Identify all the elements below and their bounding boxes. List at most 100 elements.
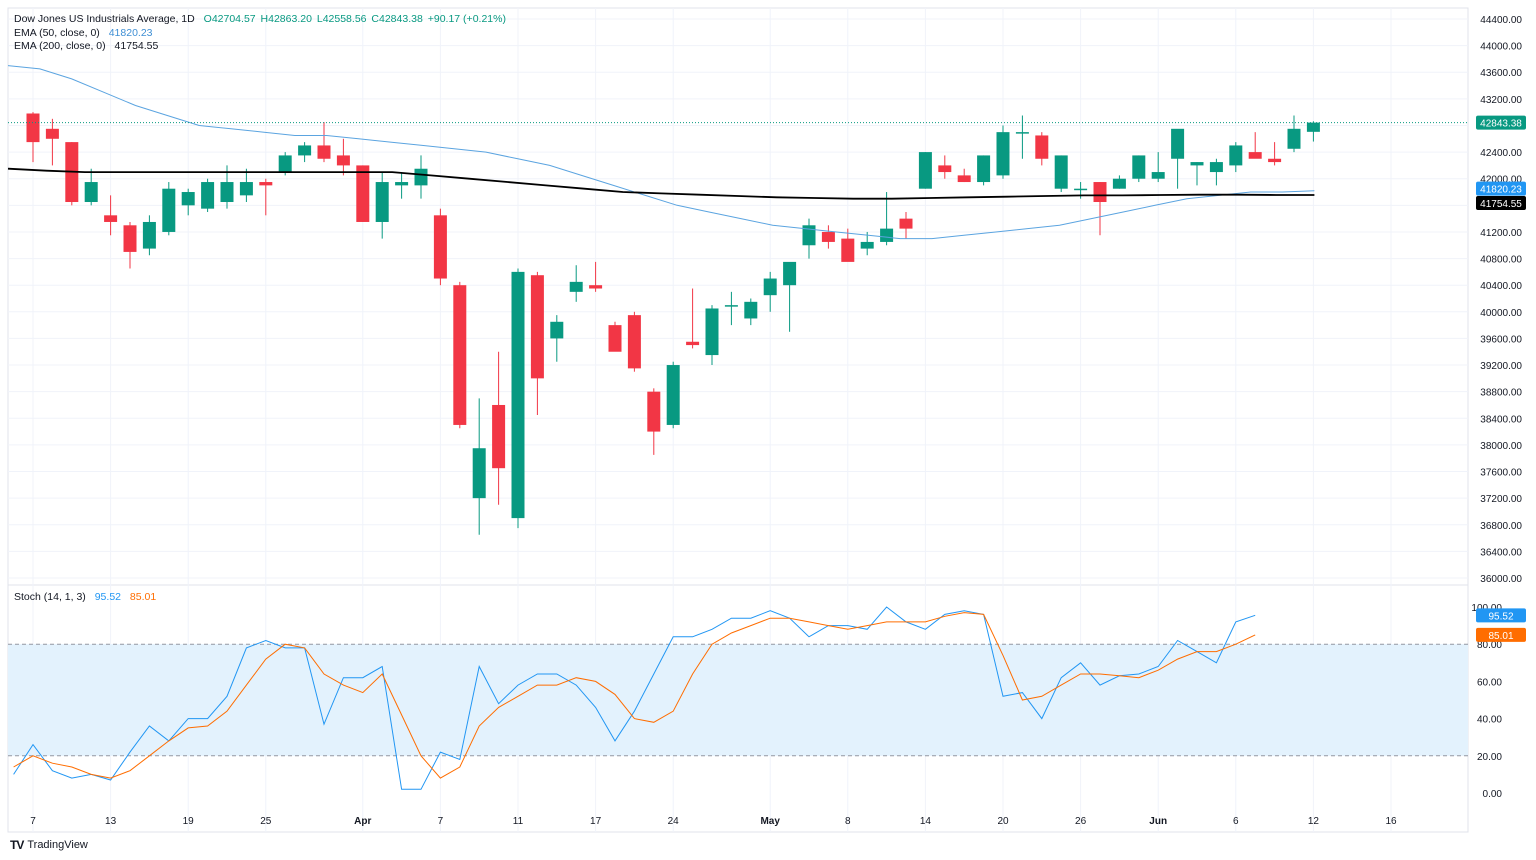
price-tick-label: 44400.00 xyxy=(1480,15,1522,26)
candle-body xyxy=(1248,152,1262,159)
candle-body xyxy=(724,305,738,307)
ema200-line xyxy=(7,167,1315,200)
candle-body xyxy=(705,308,719,356)
candle-body xyxy=(220,182,234,203)
price-tick-label: 40400.00 xyxy=(1480,281,1522,292)
candle-body xyxy=(569,281,583,292)
stoch-legend: Stoch (14, 1, 3) 95.52 85.01 xyxy=(14,591,162,603)
last-price-label-bg xyxy=(1476,115,1526,130)
price-tick-label: 36400.00 xyxy=(1480,547,1522,558)
candle-body xyxy=(1268,158,1282,163)
candle-body xyxy=(530,275,544,379)
time-tick-label: 8 xyxy=(845,816,851,827)
ema-lines xyxy=(7,65,1468,240)
candle-body xyxy=(880,228,894,242)
price-tick-label: 41200.00 xyxy=(1480,228,1522,239)
candle-body xyxy=(375,182,389,222)
candle-body xyxy=(860,241,874,249)
stoch-k-line xyxy=(13,606,1256,790)
price-tick-label: 38400.00 xyxy=(1480,414,1522,425)
time-tick-label: 26 xyxy=(1075,816,1087,827)
candle-body xyxy=(123,225,137,252)
ema50-legend: EMA (50, close, 0) 41820.23 xyxy=(14,27,159,39)
candle-body xyxy=(1209,162,1223,173)
candle-body xyxy=(1132,155,1146,179)
brand-name: TradingView xyxy=(27,839,88,851)
stoch-band xyxy=(8,643,1468,757)
candle-body xyxy=(356,165,370,222)
price-tick-label: 39600.00 xyxy=(1480,334,1522,345)
stoch-tick-label: 60.00 xyxy=(1477,677,1502,688)
ema50-price-label: 41820.23 xyxy=(1480,185,1522,196)
candle-body xyxy=(1229,145,1243,166)
candle-body xyxy=(1306,122,1320,132)
time-tick-label: 6 xyxy=(1233,816,1239,827)
stoch-lines xyxy=(13,606,1256,790)
time-tick-label: 20 xyxy=(997,816,1009,827)
candle-body xyxy=(239,182,253,196)
candle-body xyxy=(181,192,195,206)
price-tick-label: 44000.00 xyxy=(1480,42,1522,53)
time-tick-label: May xyxy=(760,816,780,827)
candle-body xyxy=(336,155,350,166)
footer: TV TradingView xyxy=(10,838,88,852)
candle-body xyxy=(84,182,98,203)
stoch-tick-label: 80.00 xyxy=(1477,640,1502,651)
ema50-label: EMA (50, close, 0) xyxy=(14,27,100,39)
stoch-k-label-bg xyxy=(1476,608,1526,623)
candle-body xyxy=(433,215,447,279)
candle-body xyxy=(899,218,913,229)
candle-body xyxy=(977,155,991,183)
candle-body xyxy=(938,165,952,173)
candle-body xyxy=(414,168,428,186)
price-tick-label: 43600.00 xyxy=(1480,68,1522,79)
price-tick-label: 37200.00 xyxy=(1480,494,1522,505)
candle-body xyxy=(1151,172,1165,179)
stoch-d-label-bg xyxy=(1476,627,1526,642)
ema200-price-label-bg xyxy=(1476,196,1526,211)
price-grid xyxy=(8,8,1468,832)
price-tick-label: 36800.00 xyxy=(1480,521,1522,532)
ema50-line xyxy=(7,65,1315,240)
candle-body xyxy=(1190,162,1204,166)
price-tick-label: 42400.00 xyxy=(1480,148,1522,159)
price-tick-label: 37600.00 xyxy=(1480,468,1522,479)
price-tick-label: 38800.00 xyxy=(1480,388,1522,399)
candle-body xyxy=(666,365,680,425)
candle-body xyxy=(957,175,971,183)
time-tick-label: 7 xyxy=(30,816,36,827)
stoch-tick-label: 40.00 xyxy=(1477,715,1502,726)
time-tick-label: 13 xyxy=(105,816,117,827)
time-tick-label: Apr xyxy=(354,816,371,827)
ema50-value: 41820.23 xyxy=(108,27,153,39)
price-tick-label: 40000.00 xyxy=(1480,308,1522,319)
candle-body xyxy=(918,152,932,189)
price-axis: 36000.00 36400.00 36800.00 37200.00 37600.00… xyxy=(1480,15,1522,585)
candles xyxy=(26,112,1320,535)
ema200-label: EMA (200, close, 0) xyxy=(14,40,106,52)
candle-body xyxy=(142,221,156,249)
ohlc-low: L42558.56 xyxy=(316,13,367,25)
candle-body xyxy=(1112,178,1126,189)
time-tick-label: 14 xyxy=(920,816,932,827)
candle-body xyxy=(783,261,797,286)
candle-body xyxy=(744,301,758,319)
candle-body xyxy=(45,128,59,139)
candle-body xyxy=(472,448,486,499)
price-tick-label: 36000.00 xyxy=(1480,574,1522,585)
candle-body xyxy=(298,145,312,156)
ohlc-open: O42704.57 xyxy=(203,13,256,25)
stoch-tick-label: 0.00 xyxy=(1483,789,1503,800)
stoch-label: Stoch (14, 1, 3) xyxy=(14,591,86,603)
candle-body xyxy=(453,285,467,425)
candle-body xyxy=(608,325,622,352)
candle-body xyxy=(589,285,603,289)
time-tick-label: 17 xyxy=(590,816,602,827)
price-tick-label: 42000.00 xyxy=(1480,175,1522,186)
stoch-k-value: 95.52 xyxy=(94,591,121,603)
candle-body xyxy=(201,182,215,209)
ohlc-high: H42863.20 xyxy=(260,13,312,25)
ema200-price-label: 41754.55 xyxy=(1480,199,1522,210)
time-tick-label: 12 xyxy=(1308,816,1320,827)
